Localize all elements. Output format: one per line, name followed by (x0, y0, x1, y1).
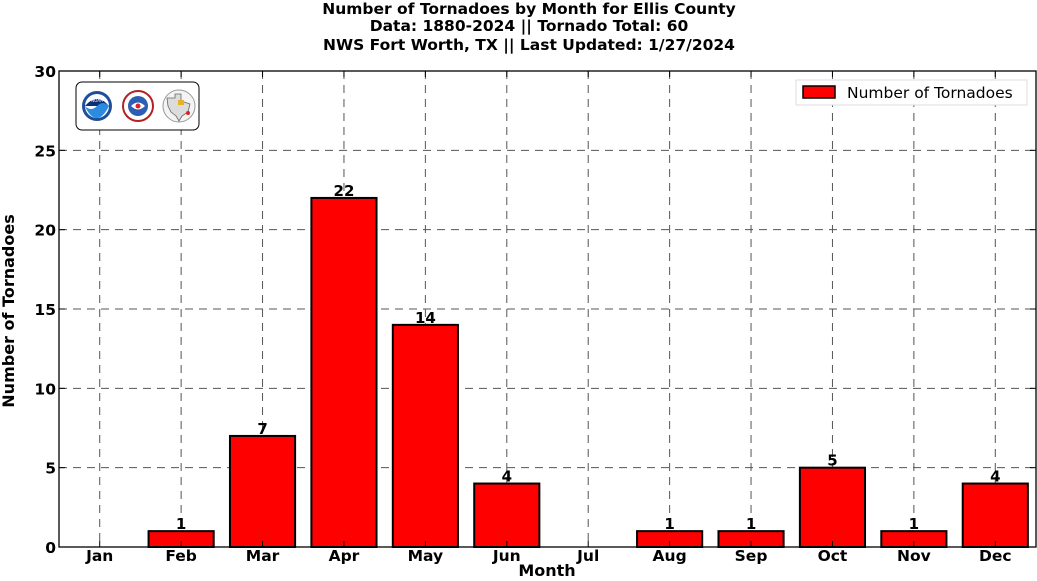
legend-label: Number of Tornadoes (847, 84, 1013, 102)
chart-title-line-1: Number of Tornadoes by Month for Ellis C… (322, 0, 736, 18)
y-axis-label: Number of Tornadoes (0, 214, 18, 407)
y-tick-label: 10 (34, 380, 56, 398)
x-tick-label: Sep (735, 547, 768, 565)
chart-title-line-2: Data: 1880-2024 || Tornado Total: 60 (369, 17, 689, 35)
y-tick-label: 30 (34, 63, 56, 81)
y-tick-label: 25 (34, 142, 56, 160)
svg-text:NOAA: NOAA (91, 98, 103, 103)
x-tick-label: May (408, 547, 444, 565)
bar-may (391, 323, 459, 548)
x-tick-label: Feb (165, 547, 197, 565)
x-tick-label: Jul (576, 547, 599, 565)
bar-value-label: 4 (990, 468, 1000, 486)
x-tick-label: Jun (492, 547, 521, 565)
bar-value-label: 1 (746, 515, 756, 533)
x-tick-label: Dec (979, 547, 1012, 565)
x-tick-label: Jan (85, 547, 113, 565)
bar-value-label: 14 (415, 309, 436, 327)
bar-value-label: 22 (334, 182, 355, 200)
y-tick-label: 15 (34, 301, 56, 319)
bar-apr (310, 196, 378, 549)
bar-jun (473, 482, 541, 548)
chart-title-line-3: NWS Fort Worth, TX || Last Updated: 1/27… (323, 36, 735, 54)
bar-value-label: 1 (664, 515, 674, 533)
noaa-logo: NOAA (82, 91, 112, 121)
grid-lines (59, 71, 1036, 547)
x-tick-label: Nov (897, 547, 931, 565)
bars (147, 196, 1029, 549)
y-tick-label: 20 (34, 222, 56, 240)
y-tick-label: 0 (45, 539, 56, 557)
x-tick-label: Mar (246, 547, 280, 565)
x-tick-label: Apr (329, 547, 360, 565)
bar-value-label: 7 (257, 420, 267, 438)
bar-oct (798, 466, 867, 548)
y-tick-label: 5 (45, 460, 56, 478)
x-axis-label: Month (518, 561, 575, 580)
bar-value-label: 5 (827, 452, 837, 470)
nws-logo (122, 90, 154, 122)
bar-value-label: 1 (909, 515, 919, 533)
bar-value-label: 1 (176, 515, 186, 533)
x-tick-label: Aug (653, 547, 687, 565)
legend: Number of Tornadoes (795, 79, 1028, 106)
nws-fort-worth-logo (162, 89, 196, 123)
logo-panel: NOAA (75, 81, 200, 131)
legend-swatch (802, 85, 836, 99)
bar-value-label: 4 (502, 468, 512, 486)
bar-mar (228, 434, 297, 548)
x-tick-label: Oct (818, 547, 848, 565)
bar-dec (961, 482, 1029, 548)
